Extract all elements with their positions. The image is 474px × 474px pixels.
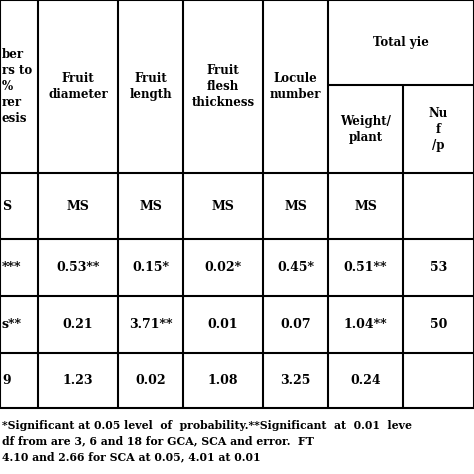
Text: 3.25: 3.25 — [280, 374, 310, 387]
Text: Weight/
plant: Weight/ plant — [340, 115, 391, 144]
Text: 0.07: 0.07 — [280, 318, 311, 331]
Text: 0.15*: 0.15* — [132, 261, 169, 274]
Text: 0.02: 0.02 — [135, 374, 166, 387]
Text: ber
rs to
%
rer
esis: ber rs to % rer esis — [2, 48, 32, 125]
Text: 0.45*: 0.45* — [277, 261, 314, 274]
Text: 0.24: 0.24 — [350, 374, 381, 387]
Text: MS: MS — [211, 200, 235, 213]
Text: 0.02*: 0.02* — [204, 261, 242, 274]
Text: 53: 53 — [430, 261, 447, 274]
Text: MS: MS — [139, 200, 162, 213]
Text: MS: MS — [284, 200, 307, 213]
Text: 1.04**: 1.04** — [344, 318, 387, 331]
Text: S: S — [2, 200, 11, 213]
Text: MS: MS — [354, 200, 377, 213]
Text: 0.21: 0.21 — [63, 318, 93, 331]
Text: 50: 50 — [430, 318, 447, 331]
Text: 0.01: 0.01 — [208, 318, 238, 331]
Text: Nu
f
/p: Nu f /p — [429, 107, 448, 152]
Text: 3.71**: 3.71** — [129, 318, 172, 331]
Text: 1.23: 1.23 — [63, 374, 93, 387]
Text: 9: 9 — [2, 374, 10, 387]
Text: Fruit
length: Fruit length — [129, 72, 172, 101]
Text: 0.53**: 0.53** — [56, 261, 100, 274]
Text: Locule
number: Locule number — [270, 72, 321, 101]
Text: *Significant at 0.05 level  of  probability.**Significant  at  0.01  leve
df fro: *Significant at 0.05 level of probabilit… — [2, 419, 412, 463]
Text: Fruit
diameter: Fruit diameter — [48, 72, 108, 101]
Text: 1.08: 1.08 — [208, 374, 238, 387]
Text: MS: MS — [66, 200, 90, 213]
Text: Total yie: Total yie — [373, 36, 429, 49]
Text: 0.51**: 0.51** — [344, 261, 387, 274]
Text: ***: *** — [2, 261, 21, 274]
Text: s**: s** — [2, 318, 22, 331]
Text: Fruit
flesh
thickness: Fruit flesh thickness — [191, 64, 255, 109]
